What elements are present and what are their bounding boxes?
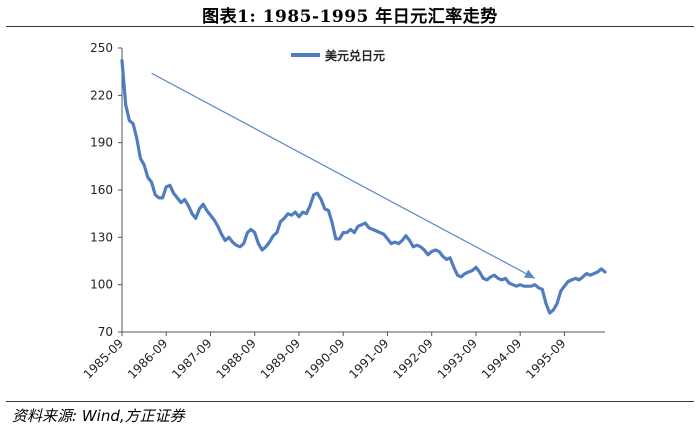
exchange-rate-line-chart: 70 100 130 160 190 220 250 1985-091986-091987-0… (81, 41, 607, 382)
x-tick-label: 1990-09 (302, 336, 347, 381)
chart-title: 图表1: 1985-1995 年日元汇率走势 (202, 7, 498, 27)
x-tick-label: 1987-09 (169, 336, 214, 381)
x-tick-label: 1995-09 (523, 336, 568, 381)
x-tick-label: 1991-09 (346, 336, 391, 381)
source-divider (6, 401, 694, 402)
y-tick-label: 190 (90, 136, 113, 150)
title-divider (6, 26, 694, 27)
trend-arrow-line (151, 72, 536, 279)
chart-axes: 70 100 130 160 190 220 250 1985-091986-091987-0… (81, 41, 605, 382)
source-note: 资料来源: Wind,方正证券 (12, 407, 185, 425)
x-tick-label: 1992-09 (390, 336, 435, 381)
y-tick-label: 250 (90, 41, 113, 55)
legend-label: 美元兑日元 (325, 48, 385, 63)
x-tick-label: 1993-09 (435, 336, 480, 381)
series-line-usd-jpy (120, 58, 607, 315)
y-tick-label: 160 (90, 183, 113, 197)
chart-marks (120, 58, 607, 315)
y-tick-label: 100 (90, 278, 113, 292)
y-tick-label: 70 (98, 325, 113, 339)
y-tick-label: 220 (90, 88, 113, 102)
x-tick-label: 1986-09 (125, 336, 170, 381)
trend-arrow-head (524, 269, 535, 279)
chart-legend: 美元兑日元 (291, 48, 385, 63)
x-tick-label: 1989-09 (258, 336, 303, 381)
x-tick-label: 1994-09 (479, 336, 524, 381)
x-tick-label: 1985-09 (81, 336, 126, 381)
x-tick-label: 1988-09 (213, 336, 258, 381)
y-tick-label: 130 (90, 230, 113, 244)
